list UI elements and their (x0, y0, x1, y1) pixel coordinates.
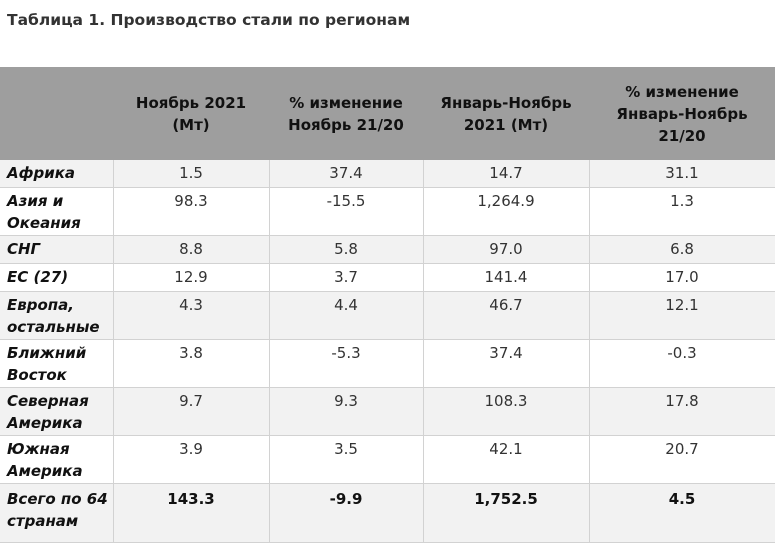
header-nov-2021: Ноябрь 2021 (Мт) (113, 67, 269, 160)
region-cell: Южная Америка (0, 435, 114, 484)
nov-change-cell: 9.3 (269, 387, 424, 436)
ytd-change-cell: 12.1 (589, 291, 775, 340)
nov-cell: 12.9 (113, 263, 270, 292)
table-row: СНГ 8.8 5.8 97.0 6.8 (0, 235, 775, 264)
nov-change-cell: -15.5 (269, 187, 424, 236)
nov-change-cell: 3.7 (269, 263, 424, 292)
region-cell: СНГ (0, 235, 114, 264)
table-row: Ближний Восток 3.8 -5.3 37.4 -0.3 (0, 339, 775, 388)
ytd-cell: 141.4 (423, 263, 590, 292)
ytd-change-cell: 17.8 (589, 387, 775, 436)
nov-cell: 4.3 (113, 291, 270, 340)
table-row: Европа, остальные 4.3 4.4 46.7 12.1 (0, 291, 775, 340)
total-ytd-change-cell: 4.5 (589, 483, 775, 543)
total-nov-change-cell: -9.9 (269, 483, 424, 543)
ytd-cell: 14.7 (423, 160, 590, 188)
region-cell: ЕС (27) (0, 263, 114, 292)
ytd-cell: 1,264.9 (423, 187, 590, 236)
total-row: Всего по 64 странам 143.3 -9.9 1,752.5 4… (0, 483, 775, 543)
total-nov-cell: 143.3 (113, 483, 270, 543)
ytd-cell: 37.4 (423, 339, 590, 388)
total-region-cell: Всего по 64 странам (0, 483, 114, 543)
nov-change-cell: 5.8 (269, 235, 424, 264)
nov-cell: 3.8 (113, 339, 270, 388)
steel-production-table: Ноябрь 2021 (Мт) % изменение Ноябрь 21/2… (0, 67, 775, 543)
header-nov-change: % изменение Ноябрь 21/20 (269, 67, 423, 160)
ytd-change-cell: 31.1 (589, 160, 775, 188)
ytd-change-cell: -0.3 (589, 339, 775, 388)
nov-change-cell: 37.4 (269, 160, 424, 188)
region-cell: Европа, остальные (0, 291, 114, 340)
header-ytd-2021: Январь-Ноябрь 2021 (Мт) (423, 67, 589, 160)
header-row: Ноябрь 2021 (Мт) % изменение Ноябрь 21/2… (0, 67, 775, 160)
nov-cell: 3.9 (113, 435, 270, 484)
ytd-cell: 108.3 (423, 387, 590, 436)
region-cell: Азия и Океания (0, 187, 114, 236)
header-ytd-change: % изменение Январь-Ноябрь 21/20 (589, 67, 775, 160)
table-row: Северная Америка 9.7 9.3 108.3 17.8 (0, 387, 775, 436)
nov-cell: 98.3 (113, 187, 270, 236)
ytd-change-cell: 20.7 (589, 435, 775, 484)
table-row: ЕС (27) 12.9 3.7 141.4 17.0 (0, 263, 775, 292)
header-region (0, 67, 113, 160)
nov-change-cell: 4.4 (269, 291, 424, 340)
ytd-cell: 97.0 (423, 235, 590, 264)
nov-change-cell: -5.3 (269, 339, 424, 388)
ytd-cell: 46.7 (423, 291, 590, 340)
table-row: Африка 1.5 37.4 14.7 31.1 (0, 160, 775, 188)
table-row: Азия и Океания 98.3 -15.5 1,264.9 1.3 (0, 187, 775, 236)
nov-cell: 9.7 (113, 387, 270, 436)
ytd-change-cell: 17.0 (589, 263, 775, 292)
table-row: Южная Америка 3.9 3.5 42.1 20.7 (0, 435, 775, 484)
ytd-change-cell: 1.3 (589, 187, 775, 236)
region-cell: Африка (0, 160, 114, 188)
nov-cell: 8.8 (113, 235, 270, 264)
region-cell: Северная Америка (0, 387, 114, 436)
ytd-cell: 42.1 (423, 435, 590, 484)
table-title: Таблица 1. Производство стали по региона… (7, 11, 411, 29)
nov-cell: 1.5 (113, 160, 270, 188)
total-ytd-cell: 1,752.5 (423, 483, 590, 543)
nov-change-cell: 3.5 (269, 435, 424, 484)
ytd-change-cell: 6.8 (589, 235, 775, 264)
region-cell: Ближний Восток (0, 339, 114, 388)
